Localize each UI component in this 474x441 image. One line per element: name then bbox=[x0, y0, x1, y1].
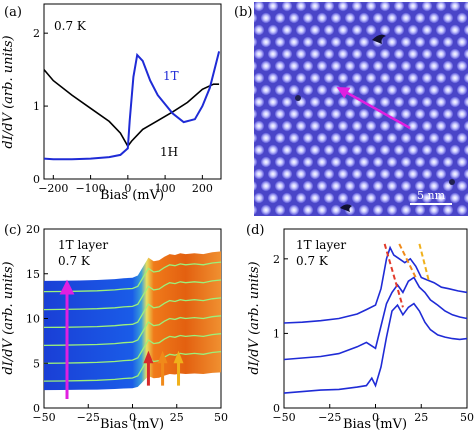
panel-c-ylabel: dI/dV (arb. units) bbox=[1, 261, 16, 374]
panel-a0-ytick-label: 2 bbox=[33, 27, 40, 40]
feature-arrowhead bbox=[157, 350, 168, 364]
panel-c-annotation-layer: 1T layer bbox=[58, 238, 108, 252]
panel-d-label: (d) bbox=[246, 223, 264, 238]
defect-1 bbox=[372, 34, 386, 44]
panel-a0-ytick-label: 1 bbox=[33, 100, 40, 113]
spectra-colormap bbox=[44, 251, 221, 391]
panel-b-label: (b) bbox=[234, 5, 252, 20]
dispersion-guide bbox=[418, 243, 430, 280]
panel-d3-ytick-label: 2 bbox=[273, 253, 280, 266]
panel-c-annotation-temp: 0.7 K bbox=[58, 254, 91, 268]
panel-a0-xtick-label: 200 bbox=[192, 182, 213, 195]
series-1T-line bbox=[43, 51, 221, 161]
panel-c: (c) 1T layer 0.7 K Bias (mV) dI/dV (arb.… bbox=[1, 223, 228, 432]
panel-c-xlabel: Bias (mV) bbox=[100, 417, 164, 432]
panel-a0-xtick-label: 100 bbox=[155, 182, 176, 195]
panel-a: (a) 0.7 K 1T 1H Bias (mV) dI/dV (arb. un… bbox=[1, 3, 222, 203]
panel-c2-ytick-label: 5 bbox=[33, 357, 40, 370]
panel-b: 5 nm (b) bbox=[231, 2, 468, 216]
spectrum-line bbox=[283, 245, 468, 324]
panel-c2-xtick-label: −25 bbox=[77, 411, 100, 424]
panel-a0-xtick-label: −200 bbox=[38, 182, 68, 195]
spectrum-line bbox=[43, 297, 222, 329]
panel-c-label: (c) bbox=[4, 223, 21, 238]
panel-a-label: (a) bbox=[4, 5, 22, 20]
panel-a0-xtick-label: 0 bbox=[124, 182, 131, 195]
spectrum-line bbox=[283, 302, 468, 394]
panel-d3-xtick-label: 50 bbox=[460, 411, 474, 424]
feature-arrowhead bbox=[143, 350, 154, 364]
defect-4 bbox=[449, 179, 455, 185]
spectrum-line bbox=[43, 333, 222, 364]
series-1H-line bbox=[43, 69, 220, 148]
panel-c2-ytick-label: 15 bbox=[26, 268, 40, 281]
panel-c2-ytick-label: 20 bbox=[26, 223, 40, 236]
dispersion-guide bbox=[383, 243, 404, 308]
panel-c2-ytick-label: 10 bbox=[26, 313, 40, 326]
spectrum-line bbox=[43, 350, 222, 382]
spectrum-line bbox=[43, 315, 222, 347]
dispersion-guide bbox=[398, 243, 417, 278]
defect-2 bbox=[340, 204, 352, 212]
panel-c2-xtick-label: 25 bbox=[170, 411, 184, 424]
panel-d3-ytick-label: 1 bbox=[273, 327, 280, 340]
panel-d3-xtick-label: 25 bbox=[414, 411, 428, 424]
panel-a-frame bbox=[43, 3, 222, 180]
panel-c2-ytick-label: 0 bbox=[33, 402, 40, 415]
panel-d-annotation-layer: 1T layer bbox=[296, 238, 346, 252]
panel-b-label-bg bbox=[231, 2, 253, 24]
panel-a-xlabel: Bias (mV) bbox=[100, 188, 164, 203]
series-1H-label: 1H bbox=[160, 145, 178, 159]
panel-c2-xtick-label: 0 bbox=[129, 411, 136, 424]
panel-a0-xtick-label: −100 bbox=[75, 182, 105, 195]
panel-c2-xtick-label: 50 bbox=[214, 411, 228, 424]
feature-arrowhead bbox=[173, 350, 184, 364]
panel-d3-ytick-label: 0 bbox=[273, 402, 280, 415]
panel-d3-xtick-label: −25 bbox=[318, 411, 341, 424]
spectrum-line bbox=[43, 261, 222, 293]
panel-a0-ytick-label: 0 bbox=[33, 173, 40, 186]
scale-bar-label: 5 nm bbox=[417, 189, 446, 202]
panel-d-xlabel: Bias (mV) bbox=[343, 417, 407, 432]
panel-d3-xtick-label: 0 bbox=[372, 411, 379, 424]
series-1T-label: 1T bbox=[163, 69, 179, 83]
panel-d-annotation-temp: 0.7 K bbox=[296, 254, 329, 268]
panel-a-ylabel: dI/dV (arb. units) bbox=[1, 35, 16, 148]
panel-c2-xtick-label: −50 bbox=[32, 411, 55, 424]
spectrum-line bbox=[283, 276, 468, 361]
panel-a-temperature: 0.7 K bbox=[54, 19, 87, 33]
spectrum-line bbox=[43, 279, 222, 311]
panel-d-ylabel: dI/dV (arb. units) bbox=[247, 261, 262, 374]
defect-3 bbox=[295, 95, 301, 101]
stm-image bbox=[254, 2, 468, 216]
panel-d3-xtick-label: −50 bbox=[272, 411, 295, 424]
panel-d: (d) 1T layer 0.7 K Bias (mV) dI/dV (arb.… bbox=[246, 223, 474, 432]
direction-arrow bbox=[336, 86, 411, 130]
